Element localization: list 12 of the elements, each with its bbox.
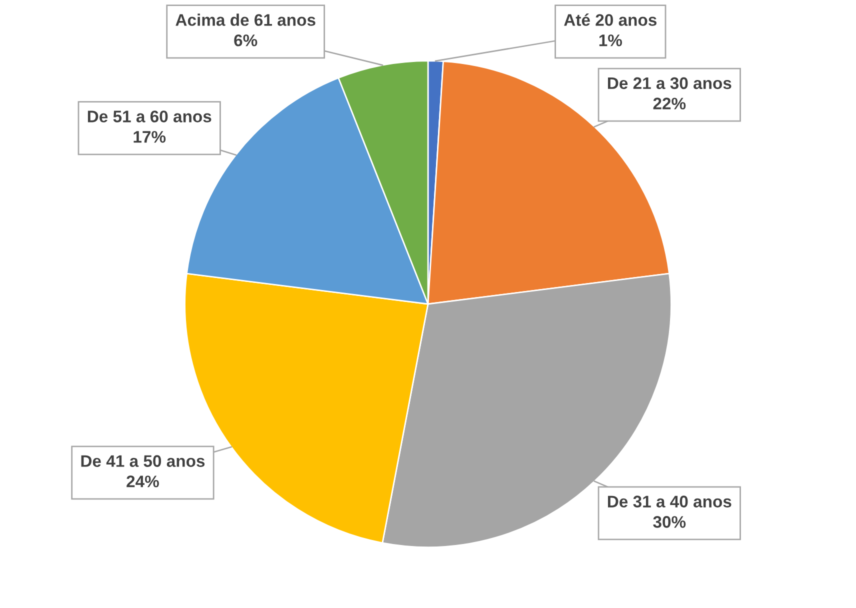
data-label: 24%: [126, 476, 159, 488]
data-label: 1%: [599, 34, 622, 46]
slice-label: Acima de 61 anos: [176, 14, 316, 26]
data-label: 17%: [134, 131, 166, 143]
data-label: 6%: [234, 34, 258, 46]
slice-label: Até 20 anos: [564, 14, 656, 26]
data-label: 22%: [653, 98, 686, 110]
slice-label: De 41 a 50 anos: [81, 455, 205, 467]
slice-label: De 51 a 60 anos: [88, 110, 212, 122]
data-label: 30%: [653, 516, 686, 528]
slice-label: De 31 a 40 anos: [608, 496, 732, 508]
slice-label: De 21 a 30 anos: [608, 77, 732, 90]
